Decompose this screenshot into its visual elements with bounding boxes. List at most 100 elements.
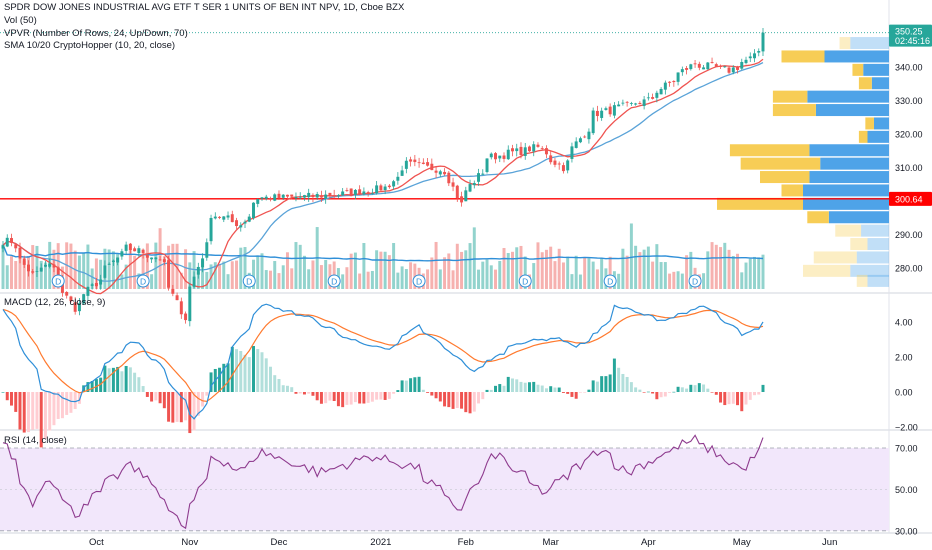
macd-histogram-bar xyxy=(14,392,18,412)
rsi-legend[interactable]: RSI (14, close) xyxy=(4,435,67,446)
macd-histogram-bar xyxy=(489,389,493,392)
volume-bar xyxy=(676,271,680,289)
volume-bar xyxy=(366,271,370,289)
volume-bar xyxy=(298,244,302,289)
dividend-marker xyxy=(518,274,532,288)
volume-bar xyxy=(120,274,124,289)
time-axis-tick: May xyxy=(733,537,751,548)
candle-body xyxy=(324,194,328,199)
macd-histogram-bar xyxy=(757,392,761,395)
macd-histogram-bar xyxy=(383,392,387,400)
candle-body xyxy=(617,104,621,107)
vpvr-up-bar xyxy=(760,171,810,184)
candle-body xyxy=(273,194,277,201)
candle-body xyxy=(22,258,26,265)
candle-body xyxy=(625,101,629,103)
macd-histogram-bar xyxy=(375,392,379,400)
candle-body xyxy=(527,146,531,152)
candle-body xyxy=(481,173,485,175)
macd-histogram-bar xyxy=(86,382,90,392)
candle-body xyxy=(443,171,447,175)
candle-body xyxy=(35,270,39,272)
macd-histogram-bar xyxy=(94,379,98,392)
volume-bar xyxy=(409,262,413,289)
macd-legend[interactable]: MACD (12, 26, close, 9) xyxy=(4,297,106,308)
volume-bar xyxy=(485,259,489,289)
dividend-marker-label: D xyxy=(522,277,528,287)
candle-body xyxy=(663,82,667,90)
sma-10-line xyxy=(2,58,764,295)
volume-legend[interactable]: Vol (50) xyxy=(4,15,37,26)
volume-bar xyxy=(107,249,111,289)
vpvr-down-bar xyxy=(807,90,889,103)
volume-bar xyxy=(111,251,115,289)
macd-axis-tick: −2.00 xyxy=(895,423,918,433)
candle-body xyxy=(260,197,264,199)
macd-lines-layer xyxy=(2,303,764,420)
macd-histogram-bar xyxy=(702,384,706,392)
macd-histogram-bar xyxy=(753,392,756,396)
candle-body xyxy=(451,182,455,187)
candle-body xyxy=(362,191,366,195)
volume-bar xyxy=(69,243,73,289)
macd-histogram-bar xyxy=(464,392,468,413)
vpvr-up-bar xyxy=(835,224,862,237)
dividend-marker xyxy=(688,274,702,288)
candle-body xyxy=(472,183,476,186)
candle-body xyxy=(128,243,132,250)
volume-bar xyxy=(680,273,684,289)
macd-histogram-bar xyxy=(591,380,595,392)
sma-legend[interactable]: SMA 10/20 CryptoHopper (10, 20, close) xyxy=(4,40,176,51)
macd-histogram-bar xyxy=(642,392,646,393)
volume-bar xyxy=(731,255,735,289)
volume-bar xyxy=(171,243,175,289)
macd-histogram-bar xyxy=(184,392,188,421)
volume-bar xyxy=(451,270,455,289)
candle-body xyxy=(544,148,548,155)
candle-body xyxy=(73,302,77,312)
macd-histogram-bar xyxy=(723,392,727,406)
vpvr-layer xyxy=(717,37,889,287)
macd-histogram-bar xyxy=(336,392,340,407)
macd-histogram-bar xyxy=(205,392,209,396)
candle-body xyxy=(311,194,315,198)
volume-bar xyxy=(264,270,268,289)
candle-body xyxy=(519,146,523,156)
candle-body xyxy=(511,148,514,152)
rsi-layer xyxy=(2,434,764,530)
vpvr-up-bar xyxy=(729,144,810,157)
candle-body xyxy=(48,263,52,267)
vpvr-down-bar xyxy=(824,50,889,63)
horizontal-line-tag xyxy=(889,191,932,206)
volume-bar xyxy=(638,252,642,289)
candle-body xyxy=(447,172,451,184)
candle-body xyxy=(634,103,638,105)
volume-bar xyxy=(252,259,255,289)
volume-bar xyxy=(345,267,349,289)
volume-bar xyxy=(311,260,315,289)
macd-histogram-bar xyxy=(290,387,294,392)
candle-body xyxy=(99,279,103,285)
candle-body xyxy=(736,66,740,70)
candle-body xyxy=(417,162,421,164)
volume-bar xyxy=(396,272,400,289)
volume-bar xyxy=(133,255,137,289)
candle-body xyxy=(133,248,137,252)
volume-bar xyxy=(99,259,103,289)
macd-histogram-bar xyxy=(77,392,81,404)
candle-body xyxy=(222,216,226,220)
volume-bar xyxy=(748,258,752,289)
vpvr-up-bar xyxy=(772,90,808,103)
vpvr-up-bar xyxy=(781,50,825,63)
volume-bar xyxy=(553,261,557,289)
candle-body xyxy=(396,176,400,181)
volume-bar xyxy=(379,251,383,289)
macd-histogram-bar xyxy=(35,392,39,429)
dividend-marker xyxy=(327,274,341,288)
candle-body xyxy=(218,216,222,218)
vpvr-up-bar xyxy=(839,37,851,50)
macd-histogram-bar xyxy=(409,378,413,392)
vpvr-legend[interactable]: VPVR (Number Of Rows, 24, Up/Down, 70) xyxy=(4,28,188,39)
volume-bar xyxy=(201,260,205,289)
